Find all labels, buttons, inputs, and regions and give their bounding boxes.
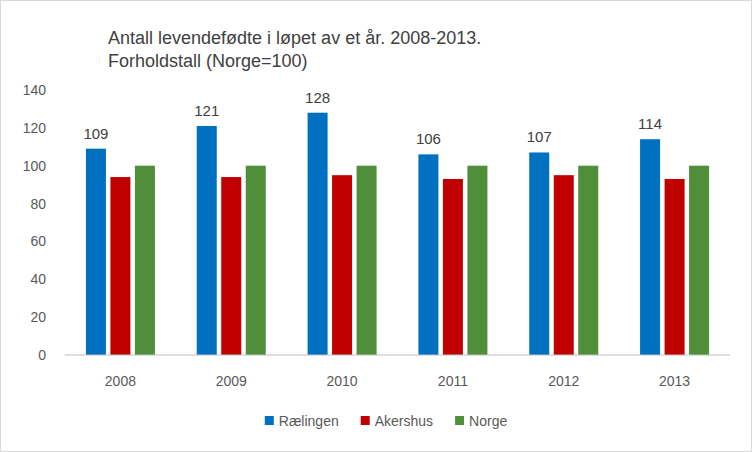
data-label: 114 <box>638 115 662 132</box>
y-tick-label: 120 <box>23 120 47 136</box>
legend-label: Rælingen <box>279 413 339 429</box>
y-tick-label: 60 <box>30 233 46 249</box>
x-tick-label: 2008 <box>105 373 136 389</box>
chart: Antall levendefødte i løpet av et år. 20… <box>0 0 752 452</box>
y-tick <box>61 90 65 91</box>
y-tick <box>61 165 65 166</box>
y-tick-label: 20 <box>30 309 46 325</box>
y-tick-label: 80 <box>30 196 46 212</box>
data-label: 128 <box>305 89 330 106</box>
y-tick <box>61 127 65 128</box>
y-tick <box>61 203 65 204</box>
bar <box>332 175 352 355</box>
bar <box>197 126 217 355</box>
bar <box>357 166 377 355</box>
bar <box>443 179 463 355</box>
bar <box>308 113 328 355</box>
data-label: 109 <box>83 125 108 142</box>
bar <box>418 154 438 355</box>
bars <box>86 113 709 355</box>
x-tick-label: 2009 <box>216 373 247 389</box>
bar <box>665 179 685 355</box>
x-tick-label: 2012 <box>548 373 579 389</box>
legend-swatch <box>455 416 464 425</box>
y-tick-label: 100 <box>23 158 47 174</box>
y-tick <box>61 241 65 242</box>
bar <box>529 152 549 355</box>
legend-label: Akershus <box>375 413 433 429</box>
bar <box>246 166 266 355</box>
data-label: 121 <box>194 102 219 119</box>
y-tick <box>61 279 65 280</box>
background <box>1 1 752 452</box>
y-tick-label: 140 <box>23 82 47 98</box>
bar <box>578 166 598 355</box>
data-label: 106 <box>416 130 441 147</box>
data-label: 107 <box>527 128 552 145</box>
y-tick-label: 0 <box>38 347 46 363</box>
bar <box>110 177 130 355</box>
legend: Rælingen Akershus Norge <box>265 413 508 429</box>
bar <box>86 149 106 355</box>
bar <box>689 166 709 355</box>
x-tick-label: 2010 <box>327 373 358 389</box>
bar <box>467 166 487 355</box>
bar <box>640 139 660 355</box>
bar <box>221 177 241 355</box>
bar <box>135 166 155 355</box>
x-axis <box>65 355 730 356</box>
y-tick <box>61 355 65 356</box>
legend-swatch <box>361 416 370 425</box>
subtitle: Forholdstall (Norge=100) <box>108 51 308 71</box>
y-tick <box>61 317 65 318</box>
x-tick-label: 2011 <box>438 373 468 389</box>
legend-label: Norge <box>469 413 507 429</box>
y-tick-label: 40 <box>30 271 46 287</box>
x-tick-label: 2013 <box>659 373 690 389</box>
bar <box>554 175 574 355</box>
legend-swatch <box>265 416 274 425</box>
title: Antall levendefødte i løpet av et år. 20… <box>108 28 481 48</box>
